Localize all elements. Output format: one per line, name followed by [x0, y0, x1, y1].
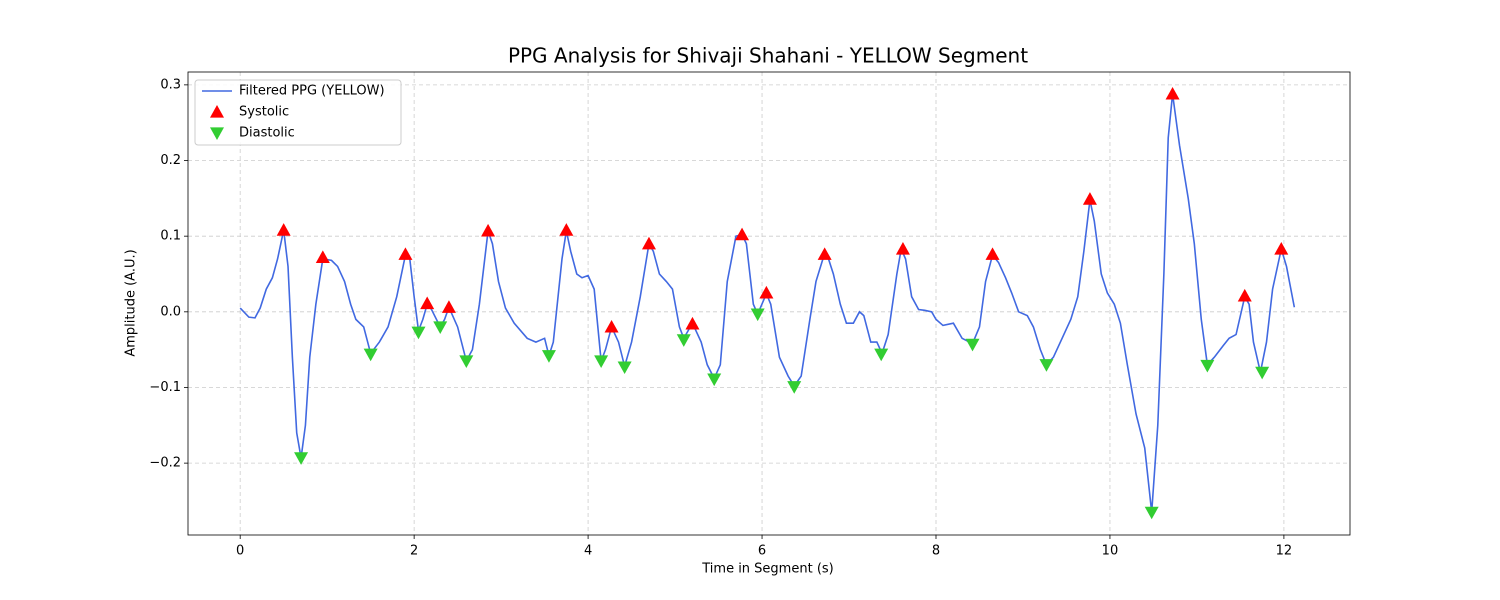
systolic-marker [895, 242, 910, 255]
x-axis-label: Time in Segment (s) [701, 562, 833, 577]
ppg-line [239, 93, 1296, 513]
systolic-marker [481, 223, 496, 237]
legend-marker [210, 127, 224, 140]
x-tick-label: 2 [410, 544, 418, 559]
diastolic-marker [411, 326, 426, 340]
systolic-marker [441, 300, 456, 313]
diastolic-marker [1255, 366, 1270, 380]
systolic-marker [685, 316, 700, 330]
x-tick-label: 8 [932, 544, 940, 559]
legend-box [194, 79, 402, 146]
legend-marker [210, 105, 224, 118]
diastolic-marker [750, 308, 765, 322]
legend-label: Diastolic [239, 126, 295, 141]
x-tick-label: 12 [1276, 544, 1293, 559]
diastolic-marker [433, 321, 448, 334]
systolic-marker [604, 319, 619, 333]
y-tick-label: 0.1 [160, 229, 181, 244]
systolic-marker [315, 250, 330, 263]
y-tick-label: 0.3 [160, 77, 181, 92]
x-tick-label: 6 [758, 544, 766, 559]
x-tick-label: 10 [1102, 544, 1119, 559]
x-tick-label: 4 [584, 544, 592, 559]
diastolic-marker [874, 348, 889, 362]
systolic-marker [398, 247, 413, 260]
diastolic-marker [363, 348, 378, 362]
diastolic-marker [294, 452, 309, 465]
y-tick-label: 0.0 [160, 304, 181, 319]
legend: Filtered PPG (YELLOW) Systolic Diastolic [194, 79, 402, 146]
systolic-marker [759, 285, 774, 299]
systolic-marker [559, 223, 574, 236]
diastolic-marker [965, 338, 980, 352]
y-axis-label: Amplitude (A.U.) [124, 249, 139, 356]
diastolic-marker [594, 355, 609, 368]
systolic-marker [735, 227, 750, 241]
diastolic-marker [459, 355, 474, 368]
systolic-marker [1237, 288, 1252, 302]
systolic-marker [641, 236, 656, 250]
diastolic-marker [1144, 506, 1159, 520]
systolic-marker [276, 223, 291, 236]
diastolic-marker [617, 361, 632, 375]
systolic-marker [1082, 192, 1097, 205]
x-tick-label: 0 [236, 544, 244, 559]
legend-label: Filtered PPG (YELLOW) [239, 84, 385, 99]
chart-title: PPG Analysis for Shivaji Shahani - YELLO… [508, 44, 1028, 68]
legend-label: Systolic [239, 105, 289, 120]
y-tick-label: −0.2 [149, 456, 181, 471]
systolic-marker [1165, 86, 1180, 100]
diastolic-marker [541, 350, 556, 363]
y-tick-label: 0.2 [160, 153, 181, 168]
systolic-marker [817, 247, 832, 260]
y-tick-label: −0.1 [149, 380, 181, 395]
diastolic-marker [1039, 359, 1054, 372]
systolic-marker [1274, 242, 1289, 255]
diastolic-marker [676, 334, 691, 347]
plot-frame [187, 71, 1351, 536]
systolic-marker [420, 296, 435, 310]
diastolic-marker [1200, 359, 1215, 373]
diastolic-marker [707, 373, 722, 387]
systolic-marker [985, 247, 1000, 260]
diastolic-marker [787, 381, 802, 394]
